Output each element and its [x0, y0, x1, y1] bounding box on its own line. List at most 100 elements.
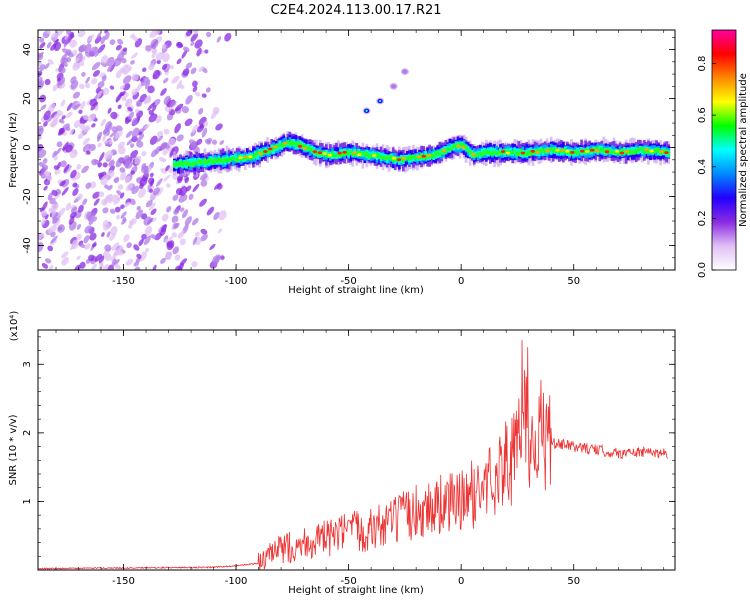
noise-speckle — [98, 152, 105, 162]
noise-speckle — [119, 84, 125, 90]
ridge-band-cell — [351, 152, 355, 157]
noise-speckle — [116, 190, 123, 196]
ridge-band-cell — [482, 150, 486, 156]
ridge-band-cell — [434, 151, 438, 157]
noise-speckle — [151, 48, 158, 59]
noise-speckle — [38, 77, 43, 85]
spectrogram-ytick-label: -40 — [22, 237, 33, 253]
ridge-band-cell — [248, 156, 251, 160]
streak-blob-core — [402, 69, 408, 74]
noise-speckle — [77, 132, 84, 139]
noise-speckle — [167, 138, 176, 146]
ridge-peak — [565, 149, 570, 153]
ridge-band-cell — [533, 151, 537, 155]
noise-speckle — [119, 167, 126, 173]
noise-speckle — [43, 170, 51, 177]
noise-speckle — [185, 62, 193, 69]
noise-speckle — [96, 90, 103, 99]
noise-speckle — [91, 78, 98, 85]
ridge-band-cell — [590, 149, 594, 155]
ridge-band-cell — [341, 152, 344, 157]
noise-speckle — [148, 63, 155, 71]
noise-speckle — [117, 104, 122, 110]
noise-speckle — [94, 48, 101, 57]
ridge-band-cell — [549, 147, 553, 155]
noise-speckle — [56, 109, 64, 117]
ridge-peak — [619, 151, 625, 155]
ridge-band-cell — [316, 152, 320, 156]
noise-speckle — [144, 225, 153, 236]
noise-speckle — [84, 225, 93, 234]
noise-speckle — [183, 46, 190, 53]
noise-speckle — [192, 80, 198, 88]
ridge-band-cell — [634, 149, 638, 154]
noise-speckle — [41, 262, 49, 269]
ridge-band-cell — [598, 149, 602, 153]
noise-speckle — [152, 69, 161, 80]
ridge-band-cell — [549, 147, 553, 151]
ridge-band-cell — [197, 160, 201, 163]
spectrogram-ytick-label: 20 — [22, 92, 33, 105]
ridge-band-cell — [245, 156, 249, 160]
ridge-band-cell — [355, 150, 359, 156]
spectrogram-xlabel: Height of straight line (km) — [288, 285, 424, 296]
ridge-band-cell — [205, 159, 209, 165]
ridge-band-cell — [612, 151, 616, 155]
noise-speckle — [91, 61, 101, 71]
ridge-peak — [396, 158, 402, 162]
noise-speckle — [200, 173, 208, 181]
noise-speckle — [94, 253, 103, 262]
ridge-band-cell — [280, 143, 284, 147]
noise-speckle — [85, 150, 91, 155]
noise-speckle — [88, 219, 94, 225]
noise-speckle — [59, 180, 66, 187]
noise-speckle — [103, 194, 110, 204]
noise-speckle — [200, 180, 208, 187]
noise-speckle — [58, 127, 65, 135]
ridge-band-cell — [256, 151, 259, 155]
noise-speckle — [179, 258, 188, 266]
ridge-band-cell — [302, 144, 306, 148]
noise-speckle — [102, 207, 109, 214]
ridge-band-cell — [505, 149, 508, 154]
noise-speckle — [115, 44, 122, 51]
ridge-band-cell — [653, 149, 656, 154]
noise-speckle — [192, 236, 198, 246]
noise-speckle — [109, 85, 115, 90]
noise-speckle — [147, 85, 155, 94]
noise-speckle — [216, 36, 222, 43]
noise-speckle — [191, 261, 198, 268]
ridge-band-cell — [282, 143, 286, 148]
noise-speckle — [132, 35, 138, 42]
noise-speckle — [126, 242, 132, 249]
noise-speckle — [166, 206, 172, 213]
ridge-band-cell — [203, 158, 207, 164]
ridge-peak — [416, 155, 422, 159]
noise-speckle — [38, 242, 44, 253]
noise-speckle — [172, 194, 179, 201]
noise-speckle — [211, 139, 218, 145]
snr-ytick-label: 1 — [22, 498, 33, 504]
ridge-band-cell — [665, 149, 669, 153]
noise-speckle — [163, 95, 171, 105]
ridge-band-cell — [254, 152, 257, 157]
noise-speckle — [81, 55, 86, 62]
noise-speckle — [205, 87, 211, 93]
noise-speckle — [69, 211, 77, 219]
noise-speckle — [194, 91, 201, 97]
noise-speckle — [145, 200, 153, 208]
ridge-peak — [238, 156, 243, 160]
ridge-band-cell — [543, 149, 547, 154]
ridge-band-cell — [412, 154, 415, 159]
noise-speckle — [53, 155, 58, 161]
noise-speckle — [174, 254, 181, 261]
noise-speckle — [106, 231, 111, 238]
noise-speckle — [52, 211, 58, 220]
noise-speckle — [62, 123, 70, 131]
noise-speckle — [125, 182, 134, 191]
ridge-band-cell — [231, 154, 235, 166]
ridge-band-cell — [223, 157, 227, 163]
chart-title: C2E4.2024.113.00.17.R21 — [270, 3, 441, 18]
ridge-band-cell — [645, 150, 648, 154]
ridge-peak — [585, 150, 590, 153]
